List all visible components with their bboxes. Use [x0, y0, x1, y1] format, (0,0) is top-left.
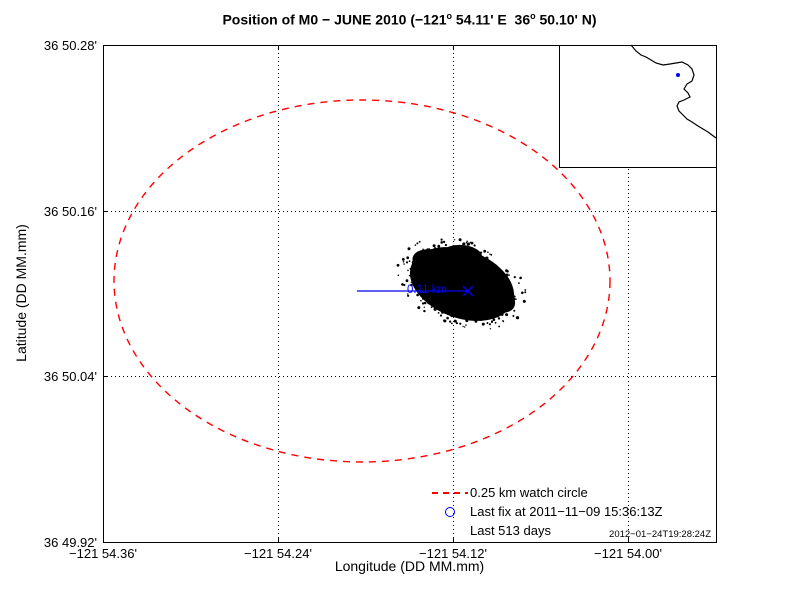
y-tick-label: 36 50.16': [43, 204, 97, 219]
legend: 0.25 km watch circle Last fix at 2011−11…: [430, 483, 663, 540]
watch-circle-ellipse: [113, 99, 611, 463]
legend-marker-cell: [430, 506, 470, 517]
degree-symbol: o: [446, 11, 453, 21]
inset-map: [559, 45, 717, 168]
degree-symbol: o: [530, 11, 536, 21]
legend-item-duration: Last 513 days: [430, 521, 663, 540]
legend-marker-cell: [430, 530, 470, 531]
x-axis-label: Longitude (DD MM.mm): [334, 558, 485, 574]
distance-annotation: 0.11 km: [407, 284, 448, 296]
x-tick-label: −121 54.24': [244, 546, 312, 561]
y-tick-label: 36 50.04': [43, 369, 97, 384]
legend-label: 0.25 km watch circle: [470, 485, 588, 500]
blue-circle-icon: [445, 506, 455, 517]
x-tick-label: −121 54.00': [594, 546, 662, 561]
legend-label: Last 513 days: [470, 523, 551, 538]
title-text: Position of M0 − JUNE 2010 (−121: [222, 11, 447, 28]
inset-coastline: [630, 44, 717, 139]
legend-label: Last fix at 2011−11−09 15:36:13Z: [470, 504, 663, 519]
y-tick-label: 36 49.92': [43, 535, 97, 550]
axes-box: [103, 45, 717, 543]
position-scatter-cluster: [396, 238, 527, 330]
y-axis-tick-labels: 36 50.28' 36 50.16' 36 50.04' 36 49.92': [0, 0, 100, 612]
title-text: 54.11' E 36: [452, 11, 531, 28]
plot-title: Position of M0 − JUNE 2010 (−121o 54.11'…: [103, 11, 716, 28]
empty-marker: [432, 530, 468, 531]
title-text: 50.10' N): [535, 11, 597, 28]
legend-marker-cell: [430, 491, 470, 494]
last-fix-x-marker: [462, 285, 474, 297]
legend-item-last-fix: Last fix at 2011−11−09 15:36:13Z: [430, 502, 663, 521]
legend-item-watch-circle: 0.25 km watch circle: [430, 483, 663, 502]
x-tick-label: −121 54.12': [419, 546, 487, 561]
generation-timestamp: 2012−01−24T19:28:24Z: [609, 529, 711, 540]
x-tick-label: −121 54.36': [69, 546, 137, 561]
x-axis-tick-labels: −121 54.36' −121 54.24' −121 54.12' −121 54…: [0, 546, 792, 564]
red-dashed-line-icon: [432, 491, 468, 494]
y-tick-label: 36 50.28': [43, 38, 97, 53]
inset-mooring-dot: [676, 73, 680, 77]
